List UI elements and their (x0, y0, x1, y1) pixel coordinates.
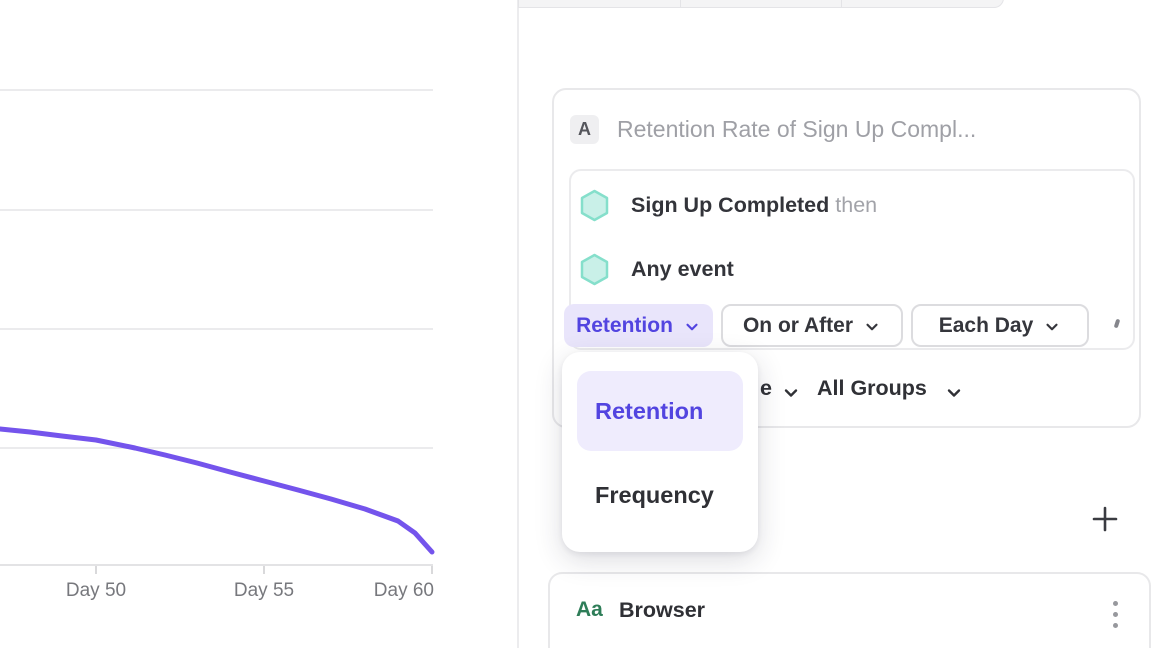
x-axis-tick (431, 566, 433, 574)
event-hexagon-icon (580, 189, 609, 221)
event-hexagon-icon (580, 253, 609, 285)
event-suffix: then (835, 192, 878, 217)
event-row-first[interactable]: Sign Up Completed then (580, 187, 877, 223)
retention-line (0, 426, 435, 555)
event-name: Any event (631, 257, 734, 282)
chevron-down-icon (686, 323, 698, 330)
events-card: Sign Up Completed then Any event Retenti… (564, 169, 1135, 350)
event-name-text: Sign Up Completed (631, 192, 830, 217)
add-button[interactable] (1090, 504, 1120, 534)
kebab-menu-icon (1112, 600, 1118, 606)
x-axis-label: Day 60 (373, 580, 434, 601)
event-name-text: Any event (631, 256, 734, 281)
property-name: Browser (619, 598, 706, 622)
chart-gridline (0, 209, 433, 211)
all-groups-dropdown-button[interactable]: All Groups (817, 376, 927, 400)
pill-label: Retention (576, 313, 673, 337)
x-axis-line (0, 564, 433, 566)
tab-segment-1[interactable] (518, 0, 681, 8)
retention-mode-dropdown-menu: Retention Frequency (562, 352, 758, 552)
property-options-button[interactable] (1102, 592, 1128, 636)
chevron-down-icon (1046, 323, 1058, 330)
on-or-after-dropdown-button[interactable]: On or After (721, 304, 903, 347)
pill-label: Each Day (938, 313, 1034, 337)
hidden-control-fragment[interactable]: e (760, 376, 772, 400)
retention-chart: Day 50 Day 55 Day 60 (0, 0, 518, 648)
groups-row: e All Groups (554, 376, 1139, 406)
x-axis-label: Day 50 (65, 580, 127, 601)
tab-segment-3[interactable] (842, 0, 1005, 8)
metric-title-input[interactable]: Retention Rate of Sign Up Compl... (617, 116, 977, 142)
dropdown-item-retention[interactable]: Retention (577, 371, 743, 451)
plus-icon (1092, 506, 1118, 532)
dropdown-item-frequency[interactable]: Frequency (595, 481, 714, 508)
x-axis-tick (95, 566, 97, 574)
chevron-down-icon (784, 389, 798, 397)
chevron-down-icon (866, 323, 878, 330)
property-card[interactable]: Aa Browser (548, 572, 1151, 648)
chart-gridline (0, 328, 433, 330)
chevron-down-icon (947, 389, 961, 397)
top-tab-strip (518, 0, 1005, 8)
tab-segment-2[interactable] (680, 0, 843, 8)
string-property-icon: Aa (576, 598, 603, 621)
panel-divider (517, 0, 519, 648)
event-row-return[interactable]: Any event (580, 251, 734, 287)
x-axis-tick (263, 566, 265, 574)
event-name: Sign Up Completed then (631, 193, 877, 218)
truncated-icon-fragment (1113, 318, 1121, 329)
metric-badge: A (570, 115, 599, 144)
x-axis-label: Day 55 (233, 580, 295, 601)
chart-gridline (0, 89, 433, 91)
retention-mode-dropdown-button[interactable]: Retention (564, 304, 713, 347)
each-day-dropdown-button[interactable]: Each Day (911, 304, 1089, 347)
pill-label: On or After (742, 313, 854, 337)
chart-gridline (0, 447, 433, 449)
retention-line-svg (0, 426, 435, 555)
